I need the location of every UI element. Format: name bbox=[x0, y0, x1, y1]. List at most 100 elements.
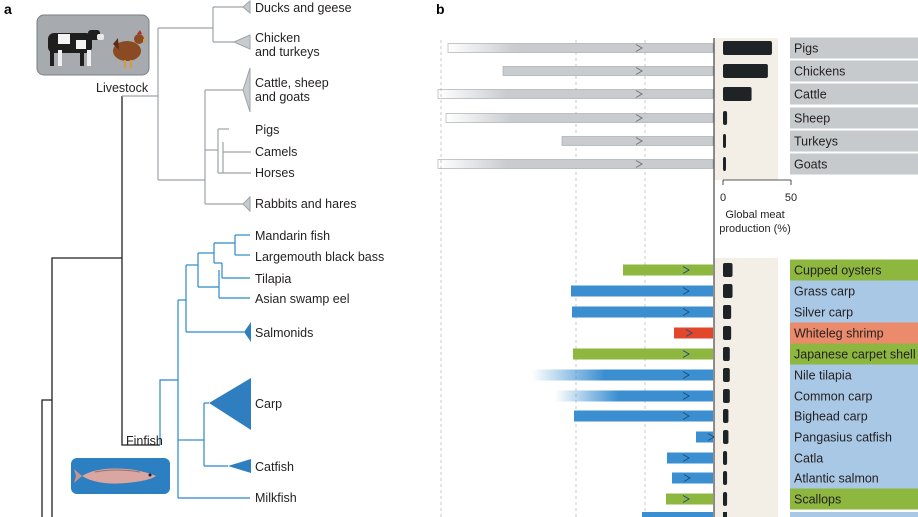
root-branches bbox=[41, 96, 160, 517]
production-bar bbox=[723, 111, 728, 125]
species-label-box bbox=[790, 153, 918, 175]
fish-clade-triangles bbox=[209, 322, 251, 473]
chevron-marker bbox=[635, 67, 643, 75]
species-label-box bbox=[790, 405, 918, 427]
species-row: Whiteleg shrimp bbox=[674, 322, 918, 344]
domestication-bar bbox=[573, 348, 713, 360]
production-bar bbox=[723, 430, 729, 444]
species-label: Cattle bbox=[794, 88, 827, 102]
production-bar bbox=[723, 41, 772, 55]
domestication-bar bbox=[561, 136, 714, 146]
species-row: Cattle bbox=[437, 83, 918, 105]
chevron-marker bbox=[683, 474, 691, 482]
domestication-bar bbox=[437, 89, 714, 99]
species-label: Atlantic salmon bbox=[794, 472, 879, 486]
production-bar bbox=[723, 368, 730, 382]
catfish-clade bbox=[228, 459, 251, 473]
species-label-box bbox=[790, 447, 918, 469]
taxon-cattle-line2: and goats bbox=[255, 90, 310, 104]
chevron-marker bbox=[685, 329, 693, 337]
species-label-box bbox=[790, 364, 918, 386]
domestication-bar bbox=[572, 306, 713, 318]
panel-b-label: b bbox=[436, 1, 445, 17]
cattle-clade bbox=[242, 67, 251, 113]
species-label: Pangasius catfish bbox=[794, 431, 892, 445]
domestication-bar bbox=[674, 327, 713, 339]
chevron-marker bbox=[635, 90, 643, 98]
species-label: Sheep bbox=[794, 112, 830, 126]
production-bar bbox=[723, 471, 728, 485]
taxon-camels: Camels bbox=[255, 145, 297, 159]
production-bar bbox=[723, 451, 728, 465]
taxon-milkfish: Milkfish bbox=[255, 491, 297, 505]
taxon-ducks: Ducks and geese bbox=[255, 1, 352, 15]
chevron-marker bbox=[635, 44, 643, 52]
species-row: Scallops bbox=[666, 488, 918, 510]
livestock-group-label: Livestock bbox=[96, 81, 149, 95]
axis-title-line2: production (%) bbox=[719, 223, 791, 235]
production-bar bbox=[723, 492, 728, 506]
species-label-box bbox=[790, 280, 918, 302]
taxon-cattle-line1: Cattle, sheep bbox=[255, 76, 329, 90]
phylogeny-tree: Livestock Finfish Ducks and geese Chicke… bbox=[36, 0, 384, 517]
domestication-bar bbox=[574, 410, 713, 422]
taxon-largemouth-bass: Largemouth black bass bbox=[255, 250, 384, 264]
fish-taxon-labels: Mandarin fish Largemouth black bass Tila… bbox=[255, 229, 384, 505]
taxon-carp: Carp bbox=[255, 397, 282, 411]
species-row: Pigs bbox=[447, 37, 918, 59]
domestication-bar bbox=[696, 431, 713, 443]
taxon-swamp-eel: Asian swamp eel bbox=[255, 292, 350, 306]
salmonids-clade bbox=[244, 322, 251, 342]
production-bar bbox=[723, 389, 730, 403]
species-label-box bbox=[790, 385, 918, 407]
species-label-box bbox=[790, 301, 918, 323]
production-axis: 0 50 Global meat production (%) bbox=[719, 179, 797, 235]
livestock-taxon-labels: Ducks and geese Chicken and turkeys Cattl… bbox=[255, 1, 356, 211]
species-row: Pangasius catfish bbox=[696, 426, 918, 448]
production-bar bbox=[723, 347, 730, 361]
species-label-box bbox=[790, 259, 918, 281]
production-bar bbox=[723, 64, 768, 78]
taxon-label: Chicken and turkeys bbox=[255, 31, 320, 59]
species-row: Nile tilapia bbox=[532, 364, 918, 386]
species-row: Chickens bbox=[502, 60, 918, 82]
species-label: Chickens bbox=[794, 65, 845, 79]
species-row: Silver carp bbox=[572, 301, 918, 323]
species-row: Grass carp bbox=[571, 280, 918, 302]
chevron-marker bbox=[682, 412, 690, 420]
production-bar bbox=[723, 134, 726, 148]
livestock-image bbox=[36, 14, 150, 76]
chevron-marker bbox=[682, 392, 690, 400]
chevron-marker bbox=[635, 137, 643, 145]
axis-tick-label-50: 50 bbox=[785, 192, 797, 204]
chevron-marker bbox=[635, 160, 643, 168]
chevron-marker bbox=[707, 433, 715, 441]
domestication-bar bbox=[642, 512, 713, 517]
trout-icon bbox=[74, 468, 156, 484]
panel-b: Pigs Chickens Cattle Sheep Turkeys Goats Cuppe… bbox=[437, 37, 918, 517]
production-bar bbox=[723, 284, 733, 298]
production-bar bbox=[723, 326, 732, 340]
time-guides bbox=[440, 40, 646, 517]
domestication-bar bbox=[555, 390, 713, 402]
domestication-bar bbox=[672, 472, 713, 484]
chevron-marker bbox=[682, 371, 690, 379]
species-label: Japanese carpet shell bbox=[794, 348, 916, 362]
species-label-box bbox=[790, 488, 918, 510]
species-row: Japanese carpet shell bbox=[573, 343, 918, 365]
taxon-pigs: Pigs bbox=[255, 123, 279, 137]
domestication-bar bbox=[623, 264, 713, 276]
domestication-bar bbox=[502, 66, 714, 76]
species-row: Catla bbox=[667, 447, 918, 469]
species-label-box bbox=[790, 37, 918, 59]
species-label: Nile tilapia bbox=[794, 369, 852, 383]
livestock-branches bbox=[122, 6, 251, 205]
species-label-box bbox=[790, 426, 918, 448]
species-row: Common carp bbox=[555, 385, 918, 407]
chicken-clade bbox=[232, 34, 251, 50]
species-label: Silver carp bbox=[794, 306, 853, 320]
species-label-box bbox=[790, 322, 918, 344]
fish-branches bbox=[159, 234, 250, 499]
species-label: Turkeys bbox=[794, 135, 838, 149]
